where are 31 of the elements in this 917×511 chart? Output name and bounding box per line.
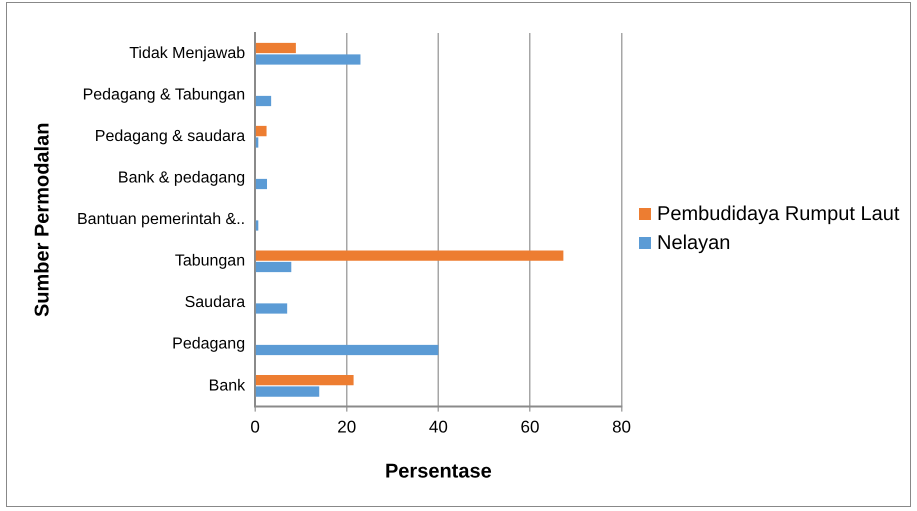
y-axis-title: Sumber Permodalan: [32, 122, 54, 318]
legend-label: Nelayan: [657, 232, 730, 255]
bar: [256, 126, 267, 136]
legend-label: Pembudidaya Rumput Laut: [657, 203, 900, 226]
x-tick-label: 60: [520, 417, 540, 436]
bar: [256, 303, 288, 314]
y-tick-label: Tabungan: [174, 252, 246, 270]
x-tick-label: 20: [337, 417, 356, 436]
y-tick-label: Tidak Menjawab: [129, 45, 246, 62]
y-tick-label: Bantuan pemerintah &..: [77, 211, 246, 228]
bar: [256, 262, 292, 272]
y-tick-label: Bank & pedagang: [118, 170, 246, 187]
bar: [256, 178, 268, 190]
bar: [256, 54, 360, 65]
bar: [256, 375, 354, 386]
bar: [256, 344, 438, 356]
x-tick-label: 40: [428, 417, 448, 436]
y-tick-label: Pedagang: [172, 336, 246, 353]
y-tick-label: Bank: [208, 377, 246, 394]
bar: [256, 386, 320, 397]
y-tick-label: Saudara: [184, 294, 246, 312]
x-tick-label: 80: [612, 417, 632, 436]
bar: [256, 250, 564, 261]
bar: [256, 96, 272, 106]
x-axis-title: Persentase: [384, 460, 492, 483]
bar: [256, 220, 258, 231]
y-tick-label: Pedagang & saudara: [94, 128, 246, 146]
x-tick-label: 0: [250, 417, 260, 436]
bar: [256, 137, 258, 148]
bar: [256, 42, 296, 54]
y-tick-label: Pedagang & Tabungan: [82, 86, 246, 104]
